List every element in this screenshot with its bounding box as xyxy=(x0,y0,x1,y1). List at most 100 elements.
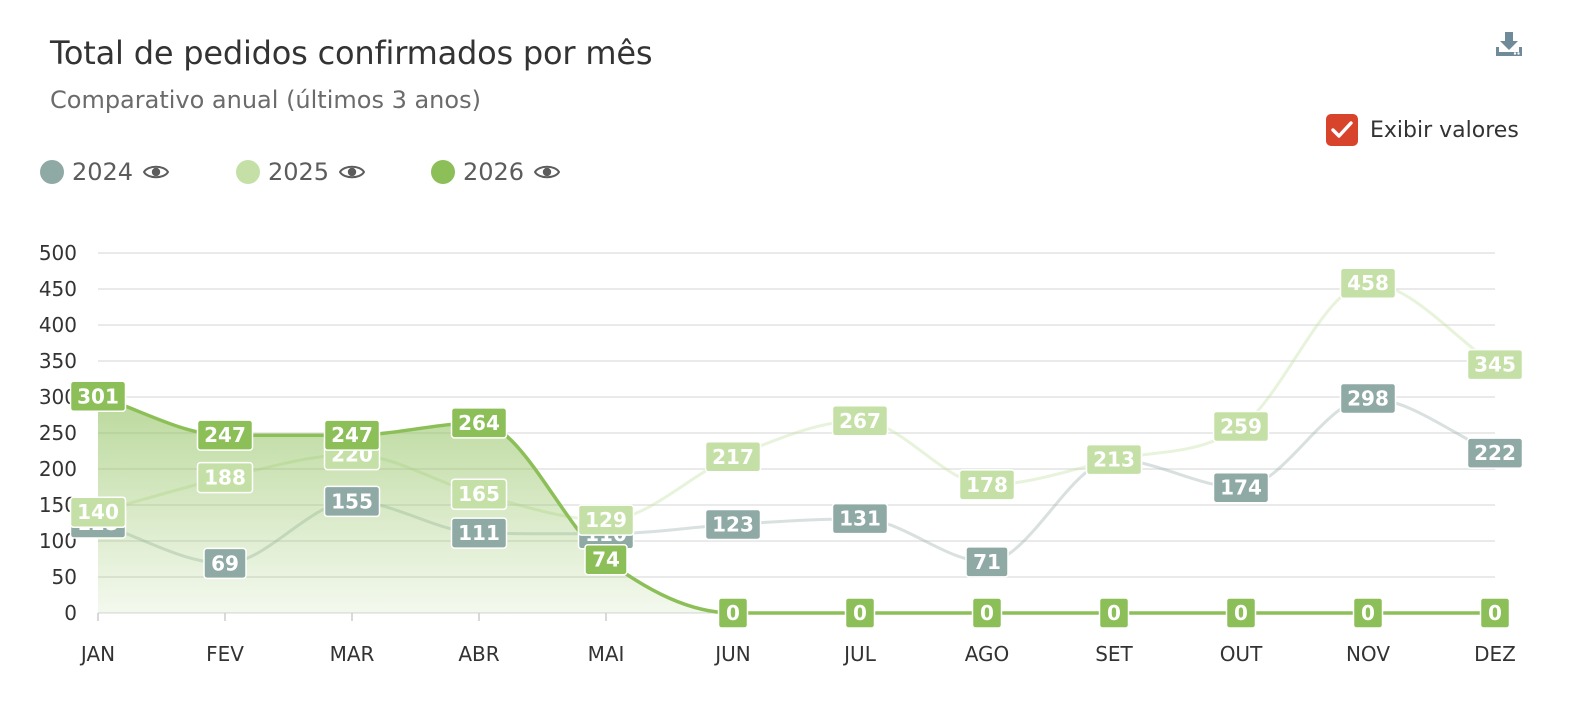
data-label-2026: 0 xyxy=(853,601,867,625)
data-label-box-2026 xyxy=(1098,597,1130,629)
data-label-box-2026 xyxy=(1352,597,1384,629)
chart-title: Total de pedidos confirmados por mês xyxy=(50,34,653,72)
y-tick-label: 0 xyxy=(64,601,77,625)
y-tick-label: 400 xyxy=(39,313,77,337)
data-label-box-2026 xyxy=(844,597,876,629)
download-icon[interactable] xyxy=(1494,30,1524,58)
data-label-box-2026 xyxy=(450,407,508,439)
data-label-2025: 458 xyxy=(1347,271,1389,295)
data-label-2024: 174 xyxy=(1220,476,1262,500)
data-label-box-2024 xyxy=(1212,471,1270,504)
data-label-box-2024 xyxy=(450,517,508,549)
x-tick-label: AGO xyxy=(965,642,1010,666)
data-label-box-2024 xyxy=(831,502,889,535)
x-tick-label: MAR xyxy=(330,642,375,666)
data-label-2025: 213 xyxy=(1093,448,1135,472)
x-tick-label: SET xyxy=(1095,642,1133,666)
data-label-box-2025 xyxy=(69,496,127,528)
data-label-2026: 247 xyxy=(204,423,246,447)
show-values-toggle[interactable]: Exibir valores xyxy=(1326,113,1519,147)
data-label-box-2025 xyxy=(196,461,254,494)
y-tick-label: 350 xyxy=(39,349,77,373)
legend-item-2024[interactable]: 2024 xyxy=(40,154,170,190)
data-label-2025: 178 xyxy=(966,473,1008,497)
eye-icon[interactable] xyxy=(534,163,561,181)
x-tick-label: MAI xyxy=(588,642,625,666)
x-tick-label: JUL xyxy=(842,642,877,666)
data-label-2025: 217 xyxy=(712,445,754,469)
legend-item-2026[interactable]: 2026 xyxy=(431,154,561,190)
legend-item-2025[interactable]: 2025 xyxy=(236,154,366,190)
area-2026 xyxy=(98,396,1495,613)
data-label-box-2026 xyxy=(69,380,127,413)
data-label-2026: 0 xyxy=(1234,601,1248,625)
data-label-2026: 0 xyxy=(1107,601,1121,625)
data-label-2024: 123 xyxy=(712,512,754,536)
data-label-box-2025 xyxy=(577,504,635,536)
show-values-checkbox[interactable] xyxy=(1326,114,1358,146)
data-label-2024: 131 xyxy=(839,507,881,531)
legend-dot-2026 xyxy=(431,160,455,184)
data-label-2026: 0 xyxy=(1488,601,1502,625)
data-label-box-2024 xyxy=(323,485,381,518)
y-tick-label: 50 xyxy=(52,565,77,589)
data-label-box-2024 xyxy=(965,546,1009,578)
data-label-2026: 0 xyxy=(980,601,994,625)
data-label-box-2025 xyxy=(1339,267,1397,299)
data-label-2024: 69 xyxy=(211,551,239,575)
data-label-2026: 301 xyxy=(77,384,119,408)
data-label-2025: 165 xyxy=(458,482,500,506)
data-label-box-2025 xyxy=(831,405,889,437)
data-label-box-2024 xyxy=(203,547,247,580)
x-tick-label: NOV xyxy=(1346,642,1390,666)
y-tick-label: 450 xyxy=(39,277,77,301)
data-label-box-2025 xyxy=(1466,348,1524,381)
x-tick-label: ABR xyxy=(458,642,499,666)
legend-dot-2024 xyxy=(40,160,64,184)
chart-subtitle: Comparativo anual (últimos 3 anos) xyxy=(50,86,481,114)
legend-label-2025: 2025 xyxy=(268,158,330,186)
data-label-2024: 155 xyxy=(331,489,373,513)
data-label-2026: 264 xyxy=(458,411,500,435)
data-label-2025: 267 xyxy=(839,409,881,433)
y-tick-label: 250 xyxy=(39,421,77,445)
y-tick-label: 500 xyxy=(39,241,77,265)
data-label-box-2025 xyxy=(958,469,1016,501)
x-tick-label: OUT xyxy=(1220,642,1263,666)
x-tick-label: JUN xyxy=(713,642,751,666)
eye-icon[interactable] xyxy=(143,163,170,181)
data-label-box-2026 xyxy=(1479,597,1511,629)
data-label-2025: 259 xyxy=(1220,415,1262,439)
data-label-2024: 71 xyxy=(973,550,1001,574)
show-values-label: Exibir valores xyxy=(1370,117,1519,143)
data-label-box-2025 xyxy=(450,478,508,510)
data-label-box-2026 xyxy=(1225,597,1257,629)
data-label-2025: 188 xyxy=(204,466,246,490)
data-label-box-2025 xyxy=(1085,443,1143,476)
data-label-2025: 140 xyxy=(77,500,119,524)
data-label-2026: 0 xyxy=(1361,601,1375,625)
x-tick-label: DEZ xyxy=(1474,642,1516,666)
legend-dot-2025 xyxy=(236,160,260,184)
data-label-2024: 298 xyxy=(1347,386,1389,410)
eye-icon[interactable] xyxy=(339,163,366,181)
data-label-2025: 345 xyxy=(1474,353,1516,377)
legend-label-2026: 2026 xyxy=(463,158,525,186)
data-label-box-2026 xyxy=(323,419,381,451)
data-label-box-2025 xyxy=(1212,410,1270,443)
data-label-box-2026 xyxy=(971,597,1003,629)
data-label-2025: 129 xyxy=(585,508,627,532)
check-icon xyxy=(1331,121,1353,138)
data-label-box-2026 xyxy=(717,597,749,629)
data-label-box-2026 xyxy=(584,543,628,576)
y-tick-label: 200 xyxy=(39,457,77,481)
data-label-box-2024 xyxy=(1339,382,1397,415)
data-label-box-2024 xyxy=(704,508,762,541)
data-label-2026: 74 xyxy=(592,548,620,572)
data-label-2024: 111 xyxy=(458,521,500,545)
data-label-box-2026 xyxy=(196,419,254,451)
data-label-2026: 247 xyxy=(331,423,373,447)
x-tick-label: JAN xyxy=(79,642,115,666)
